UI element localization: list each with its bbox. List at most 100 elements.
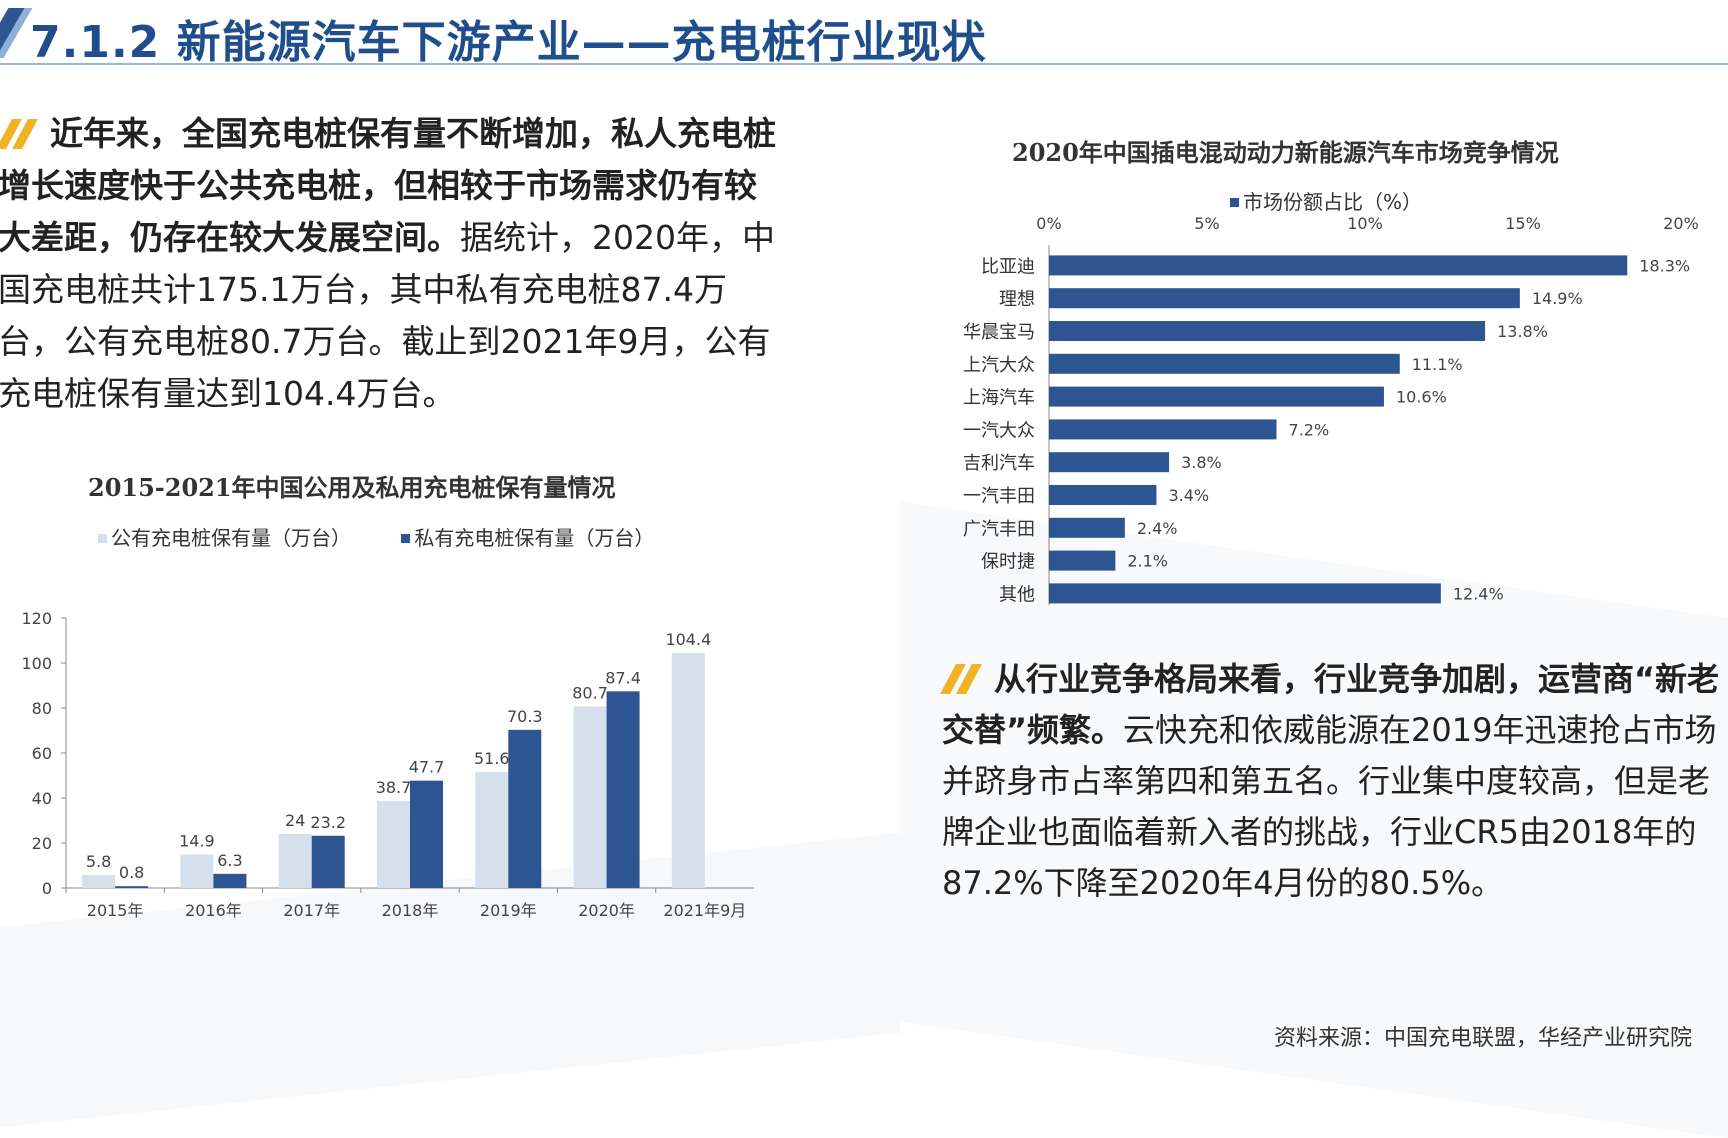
data-label: 47.7 [409,758,445,777]
bar-public [180,854,214,888]
bar-public [377,800,410,888]
category-label: 一汽丰田 [963,486,1035,507]
data-label: 104.4 [665,630,711,649]
market-share-bar-chart: 0% 5% 10% 15% 20% 比亚迪 18.3% 理想 14.9% 华晨宝马 13.8% 上汽大… [963,214,1699,605]
chart1-legend-item-private: 私有充电桩保有量（万台） [401,526,654,550]
chart1-legend-label-public: 公有充电桩保有量（万台） [111,526,351,550]
data-label: 80.7 [572,683,608,702]
legend-swatch-dark-icon [1230,198,1239,207]
competition-lead-text: 从行业竞争格局来看，行业竞争加剧，运营商“新老交替”频繁。 [942,660,1720,749]
category-label: 吉利汽车 [963,453,1035,474]
x-tick-label: 2019年 [480,901,537,920]
competition-body-text: 云快充和依威能源在2019年迅速抢占市场并跻身市占率第四和第五名。行业集中度较高… [942,711,1717,902]
data-label: 6.3 [217,851,242,870]
x-tick-label: 2020年 [578,901,635,920]
data-label: 10.6% [1396,388,1447,407]
chart1-legend-label-private: 私有充电桩保有量（万台） [414,526,655,550]
bar-share [1049,452,1170,473]
bar-public [82,874,116,888]
y-tick-label: 100 [21,654,52,673]
x-tick-label: 10% [1347,214,1383,233]
bar-private [508,729,542,888]
category-label: 华晨宝马 [963,322,1035,343]
bar-share [1049,485,1157,505]
bar-share [1049,321,1486,341]
bar-public [278,834,312,888]
data-label: 14.9% [1532,289,1583,308]
x-tick-label: 20% [1663,214,1699,233]
x-tick-label: 0% [1036,214,1061,233]
data-label: 2.1% [1127,552,1168,571]
data-label: 3.4% [1168,486,1209,505]
bar-public [573,706,607,888]
bar-private [311,835,345,888]
page-title: 7.1.2 新能源汽车下游产业——充电桩行业现状 [30,17,987,68]
x-tick-label: 2017年 [283,901,340,920]
category-label: 一汽大众 [963,420,1035,441]
intro-paragraph: 近年来，全国充电桩保有量不断增加，私人充电桩增长速度快于公共充电桩，但相较于市场… [0,108,788,420]
data-label: 5.8 [86,852,111,871]
y-tick-label: 0 [42,879,52,898]
bar-public [671,653,705,888]
intro-lead-text: 近年来，全国充电桩保有量不断增加，私人充电桩增长速度快于公共充电桩，但相较于市场… [0,114,776,257]
x-tick-label: 5% [1194,214,1219,233]
y-tick-label: 80 [32,699,52,718]
bar-private [606,691,640,888]
category-label: 理想 [999,289,1035,310]
bar-share [1049,353,1400,374]
data-label: 24 [285,811,305,830]
data-label: 23.2 [310,813,346,832]
data-label: 87.4 [605,668,641,687]
category-label: 上海汽车 [963,388,1035,409]
competition-paragraph: 从行业竞争格局来看，行业竞争加剧，运营商“新老交替”频繁。云快充和依威能源在20… [940,654,1728,909]
data-label: 2.4% [1137,519,1178,538]
data-label: 51.6 [474,749,510,768]
y-tick-label: 120 [21,609,52,628]
bar-share [1049,288,1520,309]
data-label: 13.8% [1497,322,1548,341]
category-label: 比亚迪 [981,256,1035,277]
y-tick-label: 60 [32,744,52,763]
chart2-legend: 市场份额占比（%） [1230,186,1422,215]
data-label: 70.3 [507,707,543,726]
x-tick-label: 2021年9月 [663,901,746,920]
category-label: 上汽大众 [963,355,1035,376]
data-label: 18.3% [1639,256,1690,275]
category-label: 广汽丰田 [963,519,1035,540]
data-label: 12.4% [1453,584,1504,603]
y-tick-label: 20 [32,834,52,853]
intro-body-text: 据统计，2020年，中国充电桩共计175.1万台，其中私有充电桩87.4万台，公… [0,218,775,413]
header-divider [0,63,1728,65]
x-tick-label: 2018年 [382,901,439,920]
legend-swatch-dark-icon [401,534,411,543]
x-tick-label: 2015年 [87,901,144,920]
yellow-slash-icon [0,119,42,149]
y-tick-label: 40 [32,789,52,808]
data-label: 14.9 [179,831,215,850]
data-label: 3.8% [1181,453,1222,472]
legend-swatch-light-icon [98,534,107,543]
category-label: 其他 [999,584,1035,605]
bar-share [1049,517,1125,538]
bar-share [1049,583,1441,604]
category-label: 保时捷 [981,552,1035,573]
bar-share [1049,419,1277,440]
data-label: 0.8 [119,863,144,882]
bar-share [1049,550,1116,571]
chart1-title: 2015-2021年中国公用及私用充电桩保有量情况 [88,473,616,502]
data-label: 11.1% [1412,355,1463,374]
x-tick-label: 2016年 [185,901,242,920]
chart2-legend-label: 市场份额占比（%） [1243,190,1423,214]
data-label: 7.2% [1289,420,1330,439]
source-note: 资料来源：中国充电联盟，华经产业研究院 [1274,1026,1693,1051]
bar-share [1049,255,1628,276]
slide-header: 7.1.2 新能源汽车下游产业——充电桩行业现状 [0,0,1728,68]
charging-pile-bar-chart: 0 20 40 60 80 100 120 2015年 5.8 0.8 2016年 14.96.3 20… [21,609,754,920]
data-label: 38.7 [376,778,412,797]
chart2-title: 2020年中国插电混动动力新能源汽车市场竞争情况 [1012,138,1559,167]
chart1-legend-item-public: 公有充电桩保有量（万台） [98,526,351,550]
bar-private [410,780,443,888]
x-tick-label: 15% [1505,214,1541,233]
bar-private [115,886,149,888]
yellow-slash-icon [940,664,986,694]
